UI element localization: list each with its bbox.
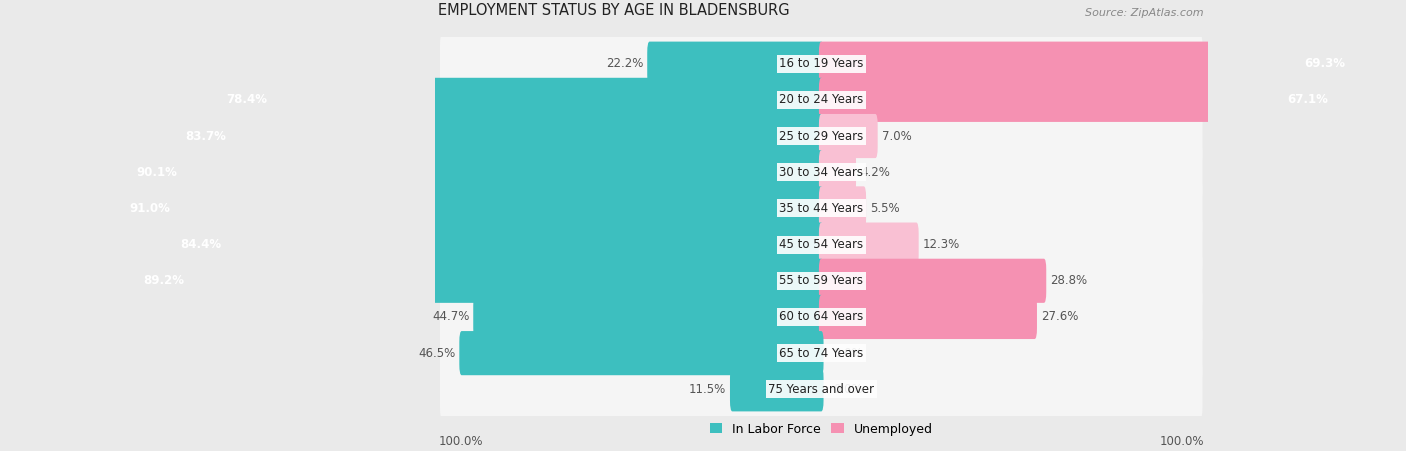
FancyBboxPatch shape [166,222,824,267]
Text: 7.0%: 7.0% [882,129,911,143]
Text: 12.3%: 12.3% [922,238,960,251]
FancyBboxPatch shape [212,78,824,122]
FancyBboxPatch shape [818,222,918,267]
FancyBboxPatch shape [440,324,1202,382]
Text: 11.5%: 11.5% [689,383,725,396]
Text: 60 to 64 Years: 60 to 64 Years [779,310,863,323]
FancyBboxPatch shape [818,259,1046,303]
Text: 46.5%: 46.5% [418,347,456,359]
FancyBboxPatch shape [172,114,824,158]
Text: 84.4%: 84.4% [180,238,221,251]
FancyBboxPatch shape [440,360,1202,419]
FancyBboxPatch shape [818,114,877,158]
FancyBboxPatch shape [440,143,1202,202]
Text: 45 to 54 Years: 45 to 54 Years [779,238,863,251]
Text: 30 to 34 Years: 30 to 34 Years [779,166,863,179]
Text: 75 Years and over: 75 Years and over [768,383,875,396]
Text: 0.0%: 0.0% [832,383,862,396]
FancyBboxPatch shape [440,179,1202,238]
Text: 44.7%: 44.7% [432,310,470,323]
Text: 28.8%: 28.8% [1050,274,1087,287]
FancyBboxPatch shape [129,259,824,303]
FancyBboxPatch shape [115,186,824,230]
FancyBboxPatch shape [647,41,824,86]
Text: 67.1%: 67.1% [1288,93,1329,106]
Legend: In Labor Force, Unemployed: In Labor Force, Unemployed [704,418,938,441]
FancyBboxPatch shape [818,295,1038,339]
Text: 5.5%: 5.5% [870,202,900,215]
Text: 27.6%: 27.6% [1040,310,1078,323]
FancyBboxPatch shape [440,70,1202,129]
Text: 91.0%: 91.0% [129,202,170,215]
FancyBboxPatch shape [818,41,1360,86]
FancyBboxPatch shape [460,331,824,375]
Text: 100.0%: 100.0% [439,436,482,448]
FancyBboxPatch shape [440,107,1202,166]
Text: 90.1%: 90.1% [136,166,177,179]
Text: 35 to 44 Years: 35 to 44 Years [779,202,863,215]
FancyBboxPatch shape [440,288,1202,346]
Text: 16 to 19 Years: 16 to 19 Years [779,57,863,70]
Text: 69.3%: 69.3% [1305,57,1346,70]
FancyBboxPatch shape [440,34,1202,93]
Text: 20 to 24 Years: 20 to 24 Years [779,93,863,106]
Text: 100.0%: 100.0% [1160,436,1204,448]
FancyBboxPatch shape [818,78,1343,122]
Text: 22.2%: 22.2% [606,57,644,70]
FancyBboxPatch shape [474,295,824,339]
FancyBboxPatch shape [122,150,824,194]
Text: 83.7%: 83.7% [186,129,226,143]
Text: Source: ZipAtlas.com: Source: ZipAtlas.com [1085,8,1204,18]
FancyBboxPatch shape [440,251,1202,310]
Text: EMPLOYMENT STATUS BY AGE IN BLADENSBURG: EMPLOYMENT STATUS BY AGE IN BLADENSBURG [439,3,790,18]
Text: 25 to 29 Years: 25 to 29 Years [779,129,863,143]
Text: 0.0%: 0.0% [832,347,862,359]
Text: 4.2%: 4.2% [860,166,890,179]
FancyBboxPatch shape [440,215,1202,274]
FancyBboxPatch shape [818,150,856,194]
Text: 89.2%: 89.2% [143,274,184,287]
FancyBboxPatch shape [730,367,824,411]
FancyBboxPatch shape [818,186,866,230]
Text: 78.4%: 78.4% [226,93,267,106]
Text: 65 to 74 Years: 65 to 74 Years [779,347,863,359]
Text: 55 to 59 Years: 55 to 59 Years [779,274,863,287]
